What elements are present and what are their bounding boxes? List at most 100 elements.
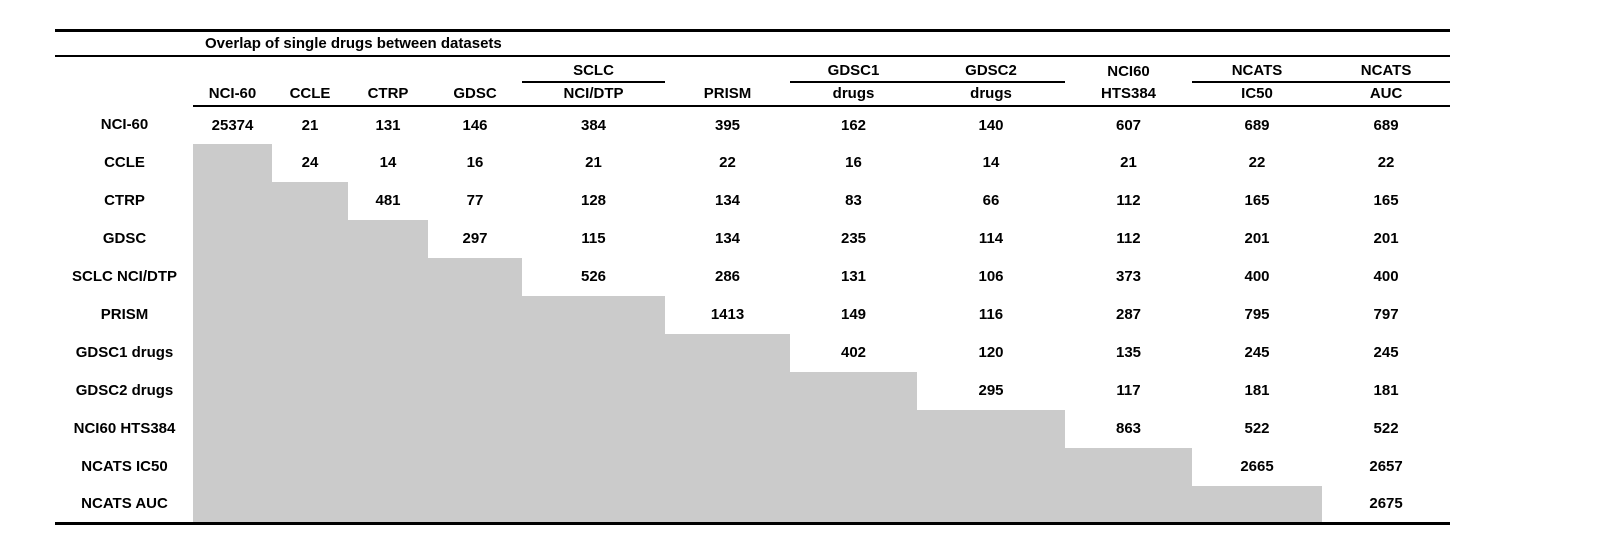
column-header: IC50 bbox=[1192, 81, 1322, 107]
column-header-row: NCI-60 CCLE CTRP GDSC NCI/DTP PRISM drugs drugs… bbox=[55, 81, 1451, 107]
lower-triangle-cell bbox=[522, 447, 665, 486]
lower-triangle-cell bbox=[428, 447, 522, 486]
overlap-value-cell: 77 bbox=[466, 192, 484, 209]
overlap-value-cell: 384 bbox=[580, 116, 607, 134]
lower-triangle-cell bbox=[428, 409, 522, 448]
column-group-header: NCI60 bbox=[1107, 62, 1150, 80]
overlap-value-cell: 165 bbox=[1244, 192, 1270, 209]
overlap-value-cell: 140 bbox=[978, 116, 1004, 134]
row-label: NCI60 HTS384 bbox=[73, 420, 176, 437]
lower-triangle-cell bbox=[428, 371, 522, 410]
overlap-value-cell: 400 bbox=[1244, 268, 1270, 285]
lower-triangle-cell bbox=[790, 409, 917, 448]
overlap-value-cell: 235 bbox=[840, 230, 867, 247]
overlap-value-cell: 66 bbox=[982, 192, 1000, 209]
overlap-value-cell: 607 bbox=[1115, 116, 1142, 134]
column-header: drugs bbox=[790, 81, 917, 107]
column-group-header: NCATS bbox=[1322, 55, 1451, 83]
lower-triangle-cell bbox=[428, 485, 522, 525]
column-header-spacer bbox=[55, 82, 193, 106]
lower-triangle-cell bbox=[272, 181, 348, 220]
lower-triangle-cell bbox=[428, 257, 522, 296]
lower-triangle-cell bbox=[428, 333, 522, 372]
table-row: GDSC1 drugs 402 120 135 245 245 bbox=[55, 333, 1450, 372]
overlap-value-cell: 21 bbox=[1120, 154, 1137, 171]
row-label: GDSC1 drugs bbox=[75, 344, 174, 361]
overlap-value-cell: 1413 bbox=[710, 306, 745, 323]
lower-triangle-cell bbox=[665, 447, 790, 486]
overlap-value-cell: 402 bbox=[840, 344, 867, 361]
column-group-header bbox=[272, 56, 348, 82]
overlap-value-cell: 297 bbox=[462, 230, 488, 247]
lower-triangle-cell bbox=[665, 333, 790, 372]
lower-triangle-cell bbox=[348, 447, 428, 486]
overlap-value-cell: 25374 bbox=[211, 116, 254, 134]
column-group-header: GDSC1 bbox=[790, 55, 917, 83]
overlap-value-cell: 526 bbox=[580, 268, 607, 285]
column-group-header bbox=[428, 56, 522, 82]
lower-triangle-cell bbox=[193, 409, 272, 448]
column-header: CCLE bbox=[272, 81, 348, 107]
overlap-value-cell: 286 bbox=[714, 268, 741, 285]
overlap-value-cell: 14 bbox=[379, 154, 397, 171]
lower-triangle-cell bbox=[790, 371, 917, 410]
lower-triangle-cell bbox=[193, 333, 272, 372]
table-row: PRISM 1413 149 116 287 795 797 bbox=[55, 295, 1450, 334]
lower-triangle-cell bbox=[917, 447, 1065, 486]
column-group-header bbox=[348, 56, 428, 82]
overlap-value-cell: 245 bbox=[1244, 344, 1270, 361]
overlap-value-cell: 295 bbox=[978, 382, 1004, 399]
lower-triangle-cell bbox=[272, 295, 348, 334]
overlap-value-cell: 863 bbox=[1115, 420, 1142, 437]
title-row: Overlap of single drugs between datasets bbox=[55, 29, 1451, 57]
table-row: NCI-60 25374 21 131 146 384 395 162 140 607 689 689 bbox=[55, 106, 1450, 144]
lower-triangle-cell bbox=[917, 409, 1065, 448]
table-row: GDSC2 drugs 295 117 181 181 bbox=[55, 371, 1450, 410]
row-label: NCATS AUC bbox=[55, 485, 193, 525]
lower-triangle-cell bbox=[665, 371, 790, 410]
lower-triangle-cell bbox=[193, 257, 272, 296]
column-group-header bbox=[193, 56, 272, 82]
column-header: GDSC bbox=[428, 81, 522, 107]
overlap-value-cell: 287 bbox=[1115, 306, 1142, 323]
overlap-value-cell: 522 bbox=[1244, 420, 1270, 437]
group-header-spacer bbox=[55, 56, 193, 82]
lower-triangle-cell bbox=[1065, 447, 1192, 486]
row-label: PRISM bbox=[100, 306, 149, 323]
overlap-value-cell: 2665 bbox=[1240, 458, 1274, 475]
overlap-value-cell: 22 bbox=[719, 154, 736, 171]
column-header: drugs bbox=[917, 81, 1065, 107]
overlap-value-cell: 481 bbox=[375, 192, 401, 209]
overlap-value-cell: 117 bbox=[1116, 382, 1141, 399]
overlap-value-cell: 373 bbox=[1115, 268, 1142, 285]
lower-triangle-cell bbox=[665, 485, 790, 525]
table-title: Overlap of single drugs between datasets bbox=[55, 29, 1451, 57]
row-label: NCI-60 bbox=[100, 116, 149, 133]
overlap-value-cell: 24 bbox=[301, 154, 319, 171]
overlap-value-cell: 795 bbox=[1244, 306, 1270, 323]
overlap-value-cell: 2657 bbox=[1369, 458, 1403, 475]
lower-triangle-cell bbox=[348, 371, 428, 410]
overlap-value-cell: 120 bbox=[978, 344, 1004, 361]
overlap-value-cell: 83 bbox=[845, 192, 862, 209]
table-body: NCI-60 25374 21 131 146 384 395 162 140 607 689 689… bbox=[55, 106, 1451, 525]
lower-triangle-cell bbox=[665, 409, 790, 448]
overlap-value-cell: 131 bbox=[840, 268, 867, 285]
column-group-header-row: SCLC GDSC1 GDSC2 NCI60 NCATS NCATS bbox=[55, 55, 1451, 83]
row-label: GDSC bbox=[102, 230, 147, 247]
lower-triangle-cell bbox=[348, 219, 428, 258]
overlap-value-cell: 2675 bbox=[1322, 485, 1451, 525]
column-header: PRISM bbox=[665, 81, 790, 107]
overlap-value-cell: 21 bbox=[301, 116, 319, 134]
overlap-value-cell: 128 bbox=[580, 192, 607, 209]
lower-triangle-cell bbox=[1192, 485, 1322, 525]
table-row: GDSC 297 115 134 235 114 112 201 201 bbox=[55, 219, 1450, 258]
lower-triangle-cell bbox=[193, 295, 272, 334]
table-row: NCI60 HTS384 863 522 522 bbox=[55, 409, 1450, 448]
column-header: AUC bbox=[1322, 81, 1451, 107]
overlap-value-cell: 395 bbox=[714, 116, 741, 134]
overlap-value-cell: 245 bbox=[1373, 344, 1399, 361]
overlap-value-cell: 400 bbox=[1373, 268, 1399, 285]
overlap-value-cell: 21 bbox=[585, 154, 602, 171]
lower-triangle-cell bbox=[348, 295, 428, 334]
